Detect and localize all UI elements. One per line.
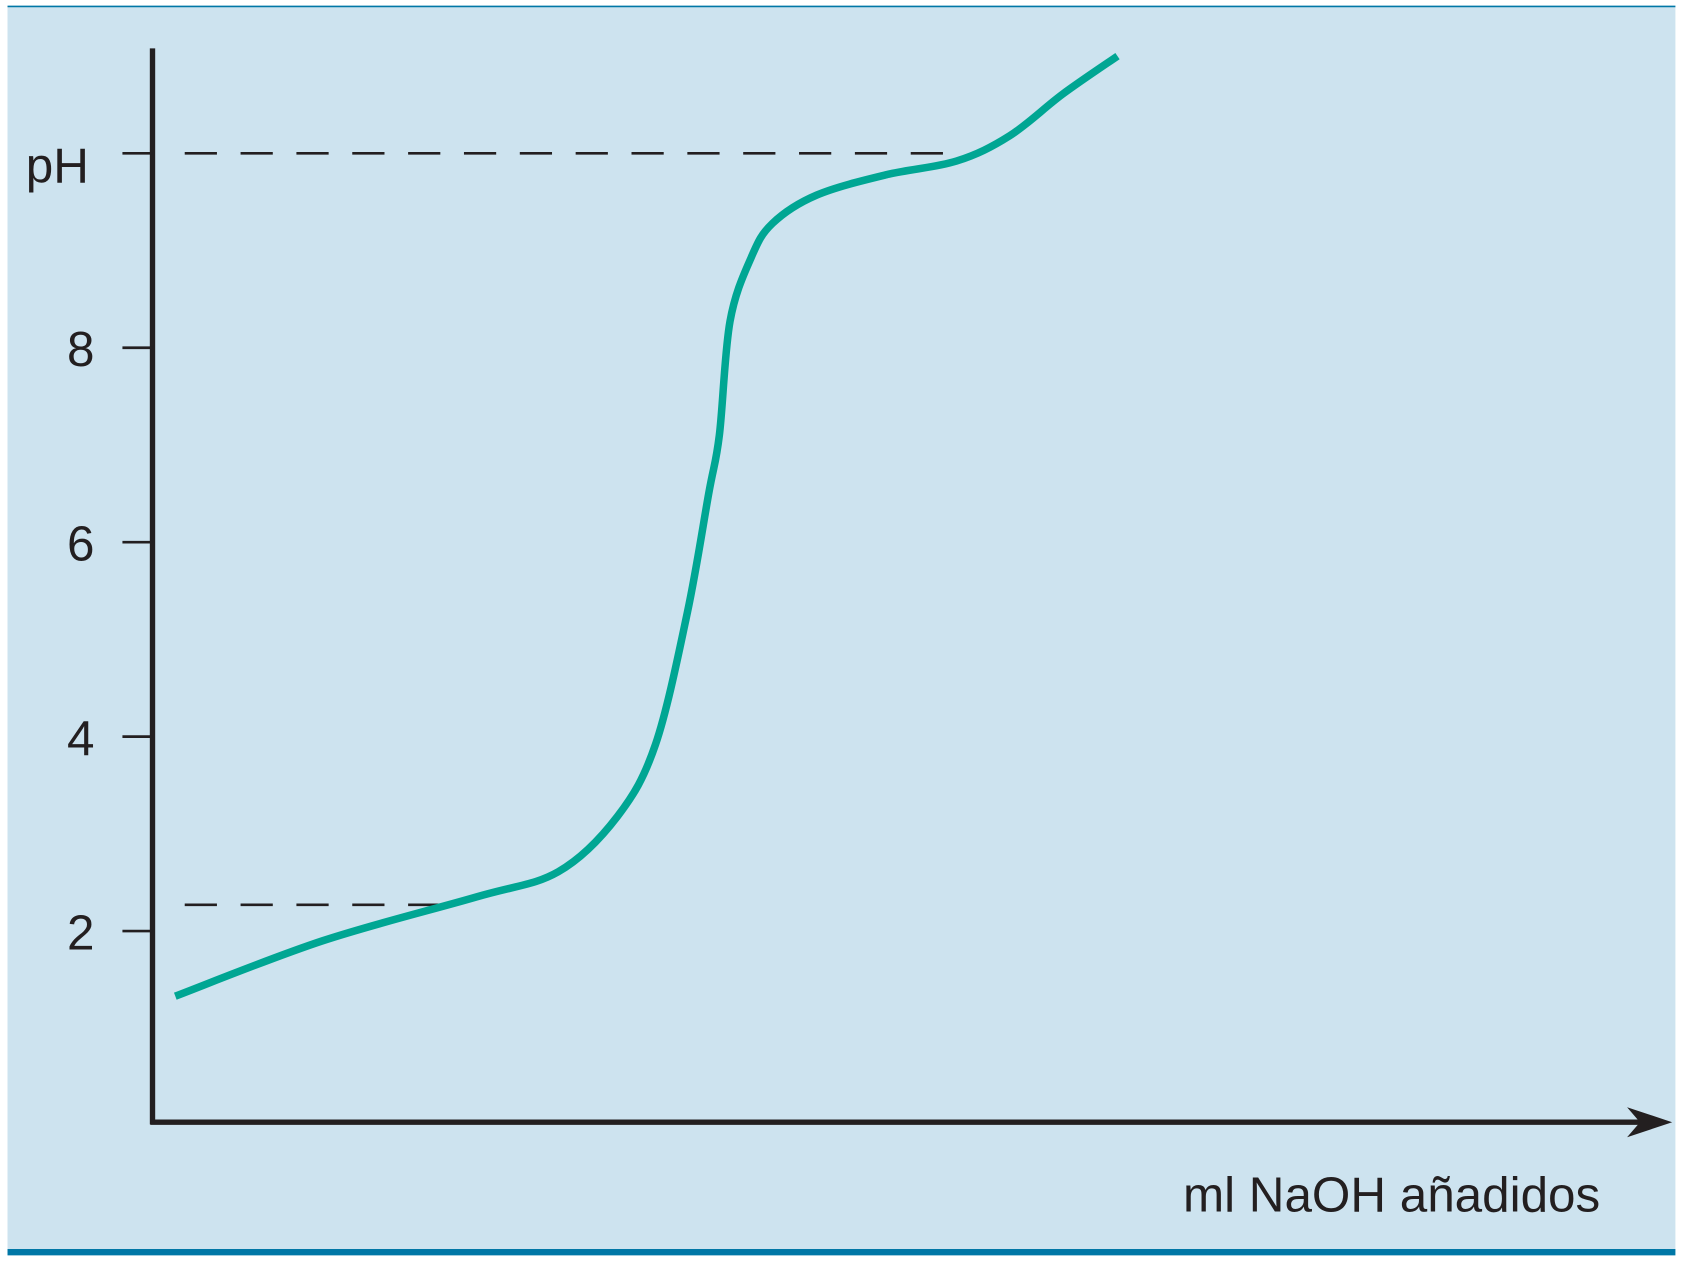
y-axis-label: pH: [26, 139, 89, 194]
y-tick-label-2: 2: [67, 905, 94, 960]
titration-curve: [173, 53, 1120, 1000]
x-axis-label: ml NaOH añadidos: [1183, 1167, 1600, 1222]
chart-background: [7, 6, 1676, 1254]
y-tick-label-8: 8: [67, 322, 94, 377]
x-axis-arrow-icon: [1627, 1107, 1673, 1138]
y-tick-label-6: 6: [67, 516, 94, 571]
y-tick-label-4: 4: [67, 711, 94, 766]
